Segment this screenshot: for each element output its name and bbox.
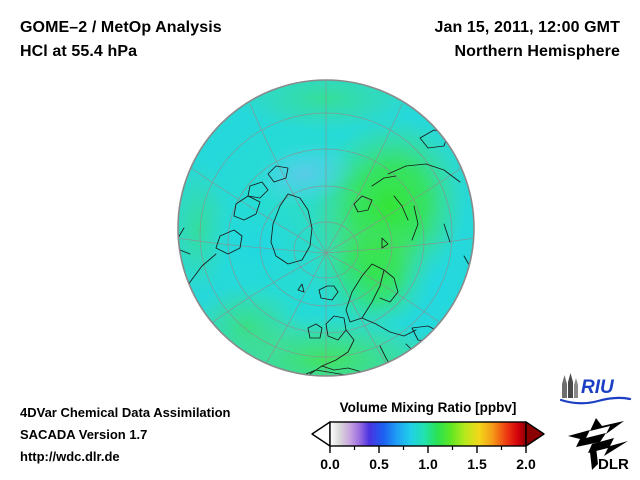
riu-logo: RIU	[558, 372, 632, 411]
colorbar-tick-labels: 0.0 0.5 1.0 1.5 2.0	[320, 456, 536, 472]
globe-svg	[177, 79, 475, 377]
credit-method: 4DVar Chemical Data Assimilation	[20, 405, 231, 420]
colorbar-tick-label: 0.5	[369, 456, 389, 472]
riu-wordmark: RIU	[581, 377, 615, 398]
colorbar-under-arrow	[311, 421, 331, 447]
timestamp-label: Jan 15, 2011, 12:00 GMT	[434, 19, 620, 36]
hemisphere-label: Northern Hemisphere	[454, 43, 620, 60]
colorbar: Volume Mixing Ratio [ppbv] 0.0 0.5 1.0 1.5 2…	[310, 400, 546, 476]
colorbar-gradient	[329, 421, 527, 447]
credits-block: 4DVar Chemical Data Assimilation SACADA …	[20, 402, 231, 468]
colorbar-over-arrow	[525, 421, 545, 447]
dlr-mark-icon	[568, 418, 628, 470]
dlr-wordmark: DLR	[598, 456, 629, 472]
colorbar-ticks	[329, 446, 527, 453]
header-left: GOME–2 / MetOp Analysis HCl at 55.4 hPa	[20, 16, 222, 64]
globe-map	[176, 78, 476, 378]
field-polar-low	[252, 140, 356, 208]
graticule	[178, 80, 474, 376]
colorbar-tick-label: 1.0	[418, 456, 438, 472]
colorbar-tick-label: 0.0	[320, 456, 340, 472]
dlr-logo-svg: DLR	[568, 418, 629, 473]
colorbar-svg: 0.0 0.5 1.0 1.5 2.0	[311, 421, 545, 472]
credit-version: SACADA Version 1.7	[20, 427, 148, 442]
globe-outline	[177, 79, 475, 377]
colorbar-tick-label: 1.5	[467, 456, 487, 472]
riu-logo-svg: RIU	[559, 373, 632, 405]
header-right: Jan 15, 2011, 12:00 GMT Northern Hemisph…	[434, 16, 620, 64]
species-level-title: HCl at 55.4 hPa	[20, 43, 138, 60]
instrument-title: GOME–2 / MetOp Analysis	[20, 19, 222, 36]
dlr-logo: DLR	[566, 414, 632, 477]
riu-towers-icon	[562, 373, 578, 398]
colorbar-tick-label: 2.0	[516, 456, 536, 472]
colorbar-title: Volume Mixing Ratio [ppbv]	[339, 400, 517, 415]
credit-url[interactable]: http://wdc.dlr.de	[20, 449, 120, 464]
riu-wave-icon	[559, 396, 632, 405]
